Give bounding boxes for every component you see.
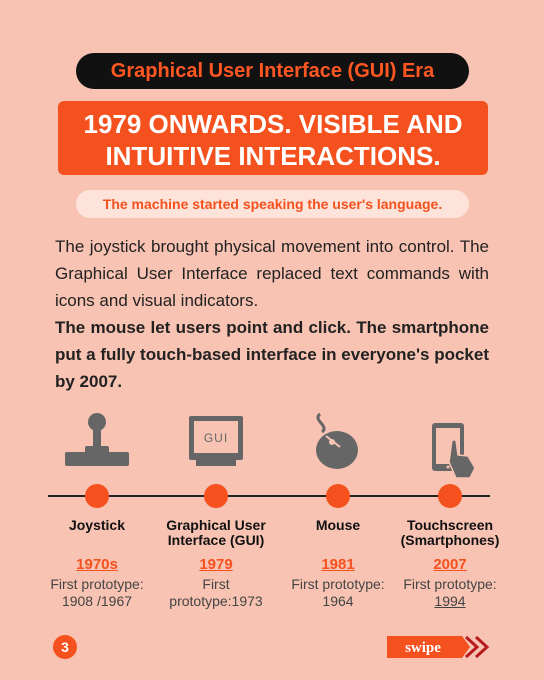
timeline-dot bbox=[438, 484, 462, 508]
banner-line: INTUITIVE INTERACTIONS. bbox=[105, 141, 441, 171]
item-name: Interface (GUI) bbox=[167, 532, 265, 548]
mouse-icon bbox=[316, 412, 358, 469]
banner-line: 1979 ONWARDS. VISIBLE AND bbox=[83, 109, 463, 139]
item-name: Graphical User bbox=[166, 517, 266, 533]
timeline-item: Mouse 1981 First prototype: 1964 bbox=[273, 518, 403, 610]
swipe-tag bbox=[387, 636, 470, 658]
timeline-dot bbox=[326, 484, 350, 508]
timeline-item: Joystick 1970s First prototype: 1908 /196… bbox=[32, 518, 162, 610]
touch-icon bbox=[432, 423, 476, 479]
timeline-item: Touchscreen (Smartphones) 2007 First prot… bbox=[385, 518, 515, 610]
item-name: (Smartphones) bbox=[400, 532, 500, 548]
page-number: 3 bbox=[61, 639, 69, 655]
item-note: 1908 /1967 bbox=[61, 593, 133, 609]
monitor-label: GUI bbox=[204, 431, 228, 445]
paragraph: The joystick brought physical movement i… bbox=[55, 237, 489, 310]
swipe-arrows bbox=[464, 635, 490, 659]
item-year: 1979 bbox=[199, 556, 233, 573]
timeline-dot bbox=[85, 484, 109, 508]
item-note: First prototype: bbox=[50, 576, 144, 592]
item-note: First prototype: bbox=[403, 576, 497, 592]
item-name: Mouse bbox=[315, 517, 361, 533]
timeline-item: Graphical User Interface (GUI) 1979 First… bbox=[151, 518, 281, 610]
timeline-dot bbox=[204, 484, 228, 508]
joystick-icon bbox=[65, 413, 129, 466]
title: Graphical User Interface (GUI) Era bbox=[76, 53, 469, 89]
tagline: The machine started speaking the user's … bbox=[76, 190, 469, 218]
banner: 1979 ONWARDS. VISIBLE AND INTUITIVE INTE… bbox=[58, 101, 488, 175]
bold-paragraph: The mouse let users point and click. The… bbox=[55, 318, 489, 391]
swipe-label: swipe bbox=[405, 640, 441, 656]
item-note: prototype:1973 bbox=[169, 593, 263, 609]
monitor-icon: GUI bbox=[189, 416, 243, 466]
body-text: The joystick brought physical movement i… bbox=[55, 233, 489, 395]
item-year: 1970s bbox=[76, 556, 118, 573]
item-note: First prototype: bbox=[291, 576, 385, 592]
item-note: 1964 bbox=[322, 593, 354, 609]
item-name: Touchscreen bbox=[406, 517, 494, 533]
item-note: First bbox=[202, 576, 230, 592]
item-year: 1981 bbox=[321, 556, 355, 573]
item-year: 2007 bbox=[433, 556, 467, 573]
page-badge bbox=[53, 635, 77, 659]
item-name: Joystick bbox=[68, 517, 126, 533]
item-note: 1994 bbox=[434, 593, 466, 609]
